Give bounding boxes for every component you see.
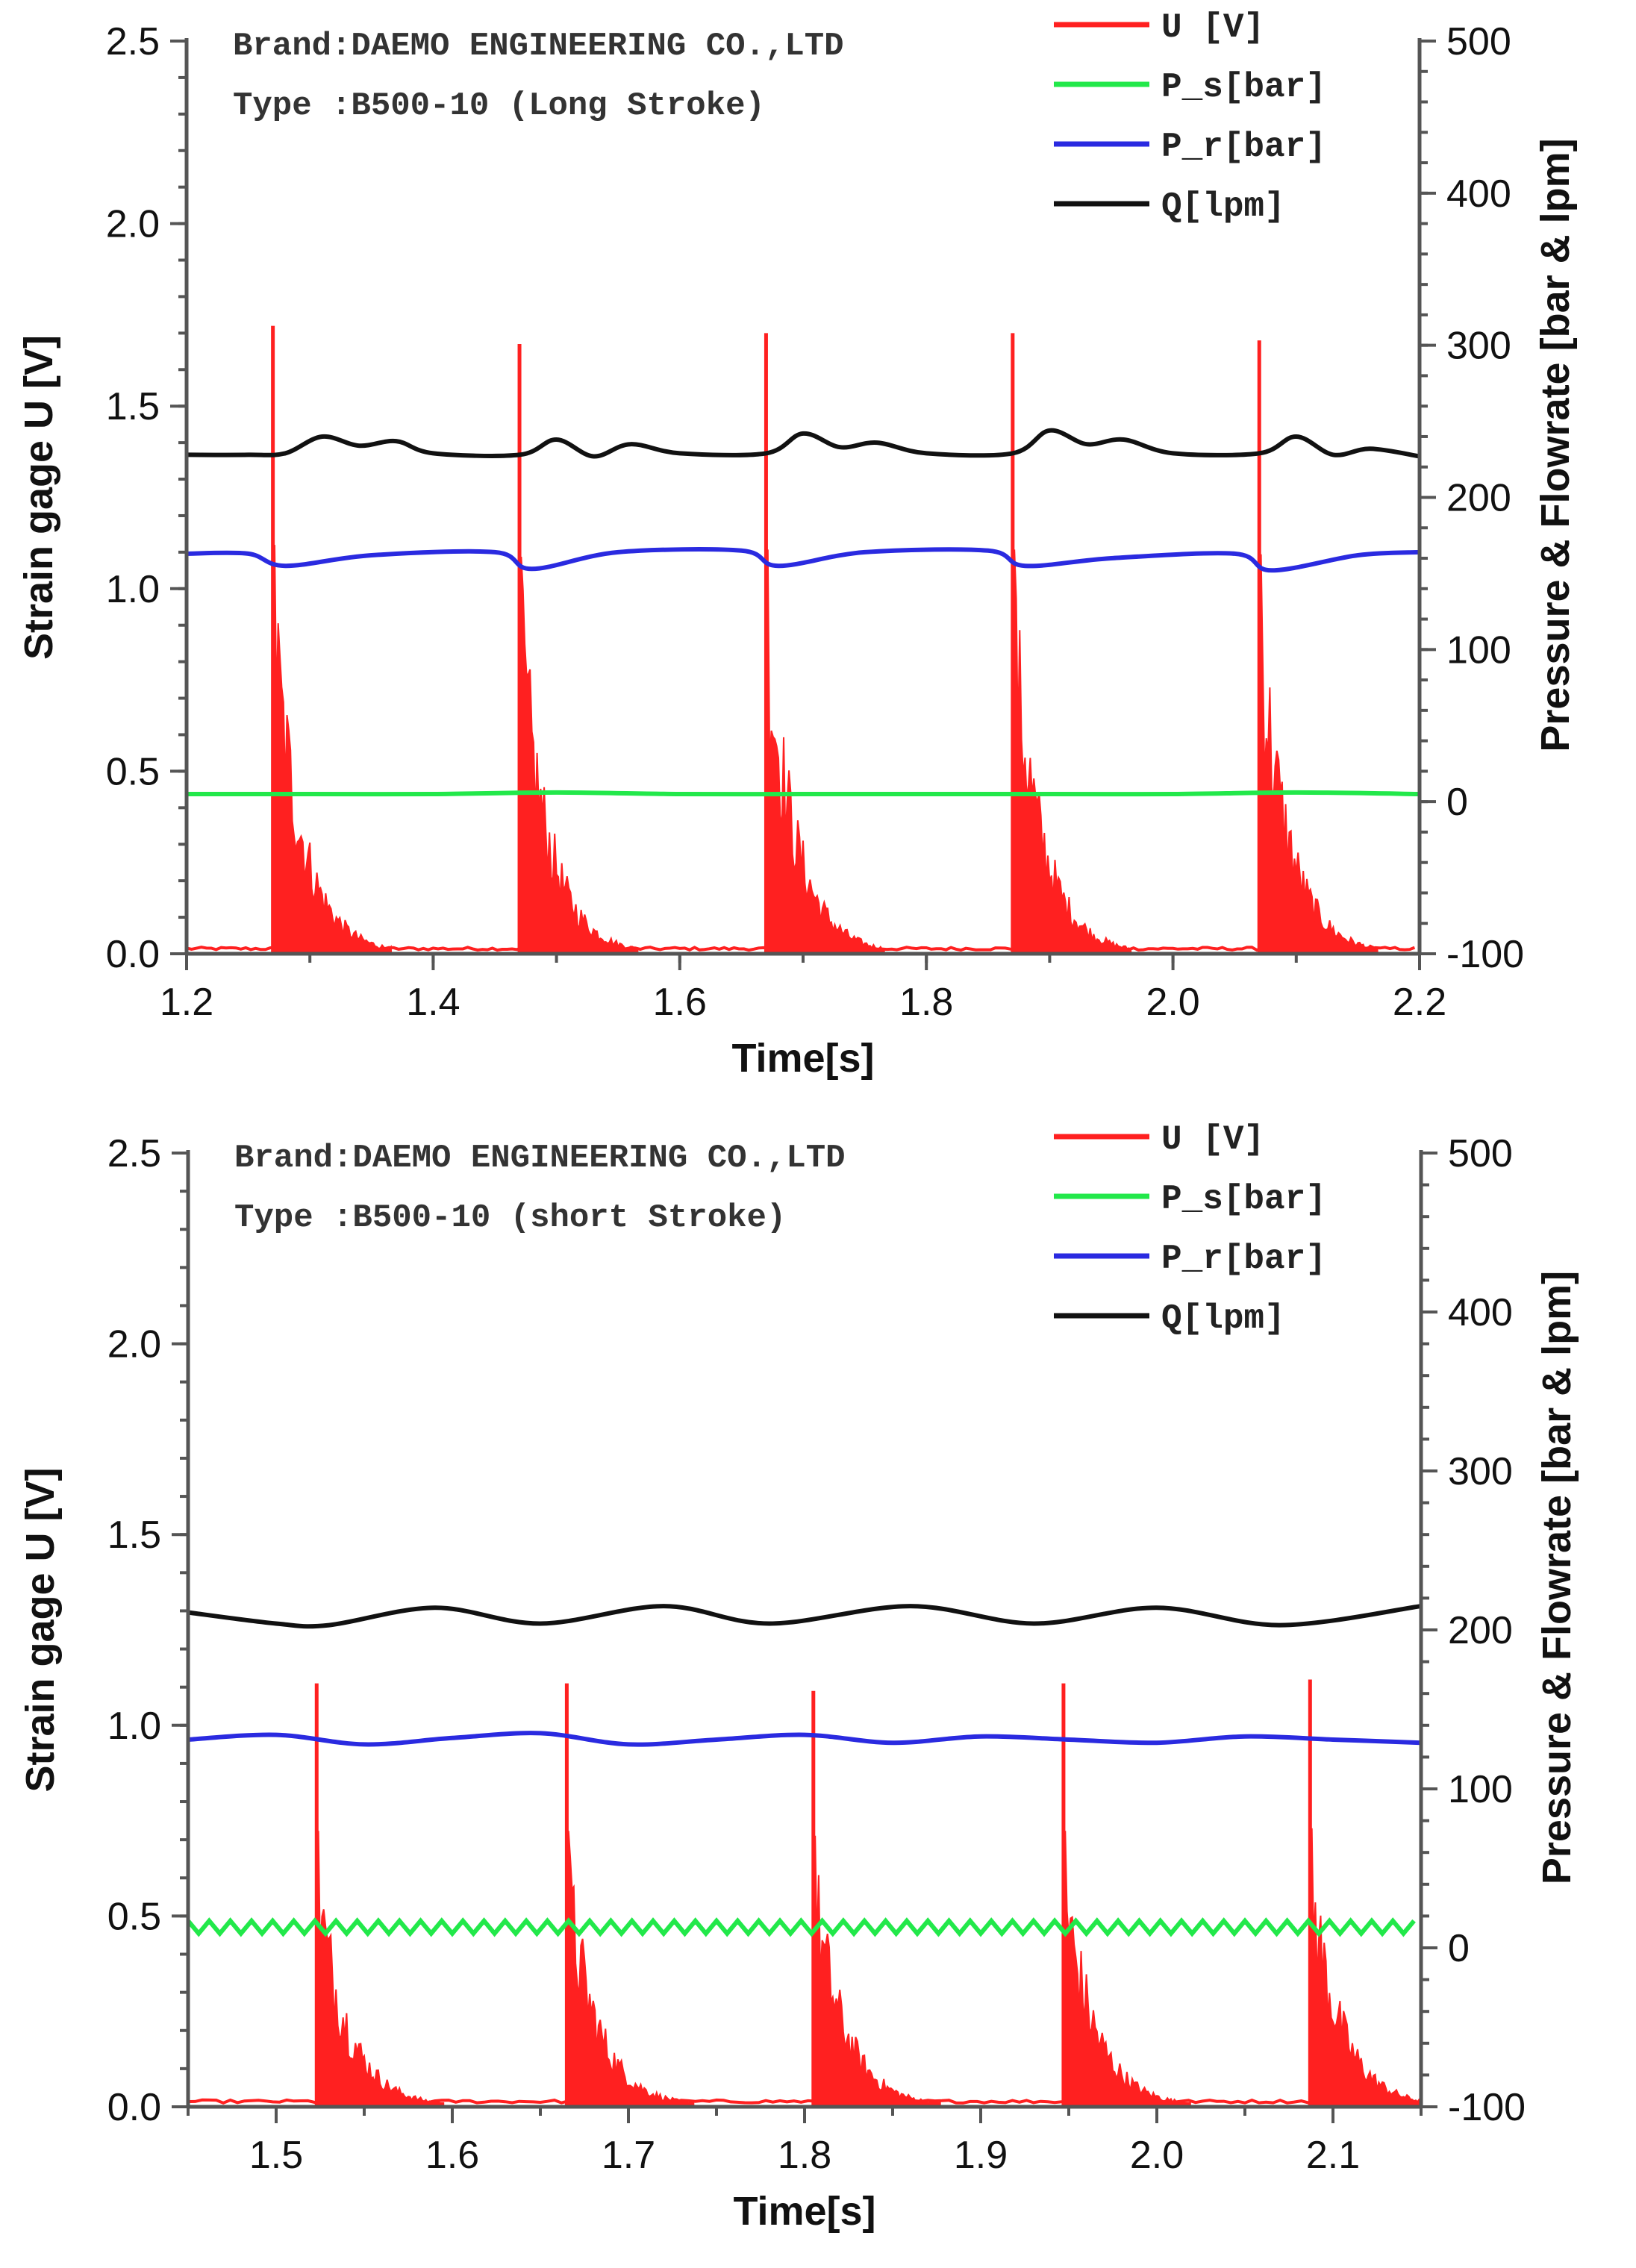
y-tick-label-right: 300 bbox=[1446, 325, 1511, 368]
u-pulse bbox=[564, 1683, 695, 2108]
series-p-r bbox=[187, 547, 1420, 573]
y-tick-label-left: 2.0 bbox=[106, 203, 160, 246]
y-tick-label-right: 0 bbox=[1448, 1927, 1470, 1970]
x-tick-label: 2.0 bbox=[1130, 2134, 1184, 2177]
x-tick-label: 2.2 bbox=[1393, 981, 1446, 1024]
series-p-r bbox=[188, 1731, 1421, 1747]
u-pulse-body bbox=[1258, 554, 1379, 955]
axes: 1.5 1.6 1.7 1.8 1.9 2.0 2.1 0.0 0.5 1.0 1.5 2.0 2.5 -… bbox=[18, 1132, 1579, 2234]
y-axis-title-right: Pressure & Flowrate [bar & lpm] bbox=[1534, 1271, 1579, 1884]
plot-area bbox=[187, 325, 1420, 955]
x-axis-title: Time[s] bbox=[733, 2189, 875, 2234]
x-tick-label: 1.2 bbox=[160, 981, 213, 1024]
u-pulse bbox=[1257, 340, 1379, 955]
x-tick-label: 1.9 bbox=[954, 2134, 1008, 2177]
x-tick-label: 1.5 bbox=[249, 2134, 303, 2177]
y-axis-title-right: Pressure & Flowrate [bar & lpm] bbox=[1533, 138, 1578, 752]
series-p-s bbox=[187, 790, 1420, 797]
u-pulse-body bbox=[1062, 1831, 1191, 2108]
y-tick-label-right: 100 bbox=[1448, 1768, 1513, 1811]
y-tick-label-left: 2.5 bbox=[106, 20, 160, 63]
legend-label: P_s[bar] bbox=[1161, 68, 1326, 107]
y-tick-label-left: 0.5 bbox=[106, 750, 160, 793]
u-pulse bbox=[764, 333, 886, 955]
u-pulse bbox=[1061, 1683, 1191, 2108]
u-pulse-body bbox=[272, 545, 393, 955]
y-tick-label-right: 400 bbox=[1446, 172, 1511, 216]
u-pulse-body bbox=[765, 549, 886, 955]
x-tick-label: 1.6 bbox=[653, 981, 707, 1024]
legend: U [V] P_s[bar] P_r[bar] Q[lpm] bbox=[1054, 1120, 1326, 1338]
y-tick-label-left: 1.5 bbox=[106, 385, 160, 428]
u-pulse bbox=[517, 344, 639, 955]
u-pulse-body bbox=[566, 1831, 695, 2108]
legend-label: U [V] bbox=[1161, 8, 1264, 47]
u-pulse bbox=[1011, 333, 1132, 955]
axes: 1.2 1.4 1.6 1.8 2.0 2.2 0.0 0.5 1.0 1.5 2.0 2.5 -100… bbox=[16, 20, 1578, 1081]
y-tick-label-left: 2.0 bbox=[107, 1323, 161, 1366]
u-pulse-body bbox=[519, 557, 639, 955]
y-tick-label-left: 1.5 bbox=[107, 1513, 161, 1557]
y-tick-label-right: 300 bbox=[1448, 1450, 1513, 1493]
y-tick-label-right: -100 bbox=[1448, 2086, 1526, 2129]
legend-label: U [V] bbox=[1161, 1120, 1264, 1159]
legend-label: P_s[bar] bbox=[1161, 1180, 1326, 1219]
x-tick-label: 1.7 bbox=[602, 2134, 655, 2177]
chart-annotation: Brand:DAEMO ENGINEERING CO.,LTD bbox=[234, 1140, 846, 1177]
y-tick-label-right: 200 bbox=[1446, 477, 1511, 520]
x-axis-title: Time[s] bbox=[731, 1036, 874, 1081]
x-tick-label: 1.4 bbox=[406, 981, 460, 1024]
u-pulse-body bbox=[1011, 549, 1132, 955]
series-u-volts bbox=[188, 1679, 1421, 2108]
u-pulse-body bbox=[812, 1835, 941, 2108]
plot-area bbox=[188, 1604, 1421, 2108]
y-tick-label-left: 0.0 bbox=[107, 2086, 161, 2129]
chart-panel-2: 1.5 1.6 1.7 1.8 1.9 2.0 2.1 0.0 0.5 1.0 1.5 2.0 2.5 -… bbox=[18, 1120, 1579, 2234]
y-tick-label-right: 400 bbox=[1448, 1291, 1513, 1334]
x-tick-label: 1.8 bbox=[778, 2134, 831, 2177]
y-tick-label-left: 0.5 bbox=[107, 1895, 161, 1938]
y-tick-label-left: 0.0 bbox=[106, 933, 160, 976]
y-axis-title-left: Strain gage U [V] bbox=[16, 335, 61, 660]
chart-annotation: Brand:DAEMO ENGINEERING CO.,LTD bbox=[233, 28, 844, 65]
series-q-lpm bbox=[187, 428, 1420, 459]
u-pulse bbox=[811, 1690, 941, 2108]
chart-annotation: Type :B500-10 (short Stroke) bbox=[234, 1199, 786, 1237]
u-pulse-body bbox=[1309, 1828, 1421, 2108]
legend-label: Q[lpm] bbox=[1161, 1299, 1285, 1338]
legend-label: P_r[bar] bbox=[1161, 128, 1326, 166]
y-tick-label-right: 200 bbox=[1448, 1609, 1513, 1652]
y-tick-label-left: 2.5 bbox=[107, 1132, 161, 1175]
y-tick-label-right: 500 bbox=[1446, 20, 1511, 63]
y-tick-label-left: 1.0 bbox=[107, 1705, 161, 1748]
chart-panel-1: 1.2 1.4 1.6 1.8 2.0 2.2 0.0 0.5 1.0 1.5 2.0 2.5 -100… bbox=[16, 8, 1578, 1081]
y-axis-title-left: Strain gage U [V] bbox=[18, 1467, 63, 1792]
y-tick-label-right: 500 bbox=[1448, 1132, 1513, 1175]
series-u-volts bbox=[187, 325, 1416, 955]
legend-label: P_r[bar] bbox=[1161, 1240, 1326, 1278]
series-p-s bbox=[188, 1917, 1416, 1937]
y-tick-label-right: -100 bbox=[1446, 933, 1524, 976]
x-tick-label: 2.0 bbox=[1146, 981, 1199, 1024]
series-q-lpm bbox=[188, 1604, 1421, 1629]
u-pulse bbox=[271, 325, 393, 955]
x-tick-label: 1.6 bbox=[425, 2134, 479, 2177]
u-pulse bbox=[1308, 1679, 1421, 2108]
chart-annotation: Type :B500-10 (Long Stroke) bbox=[233, 87, 765, 125]
y-tick-label-right: 100 bbox=[1446, 628, 1511, 672]
y-tick-label-right: 0 bbox=[1446, 781, 1468, 824]
legend: U [V] P_s[bar] P_r[bar] Q[lpm] bbox=[1054, 8, 1326, 226]
y-tick-label-left: 1.0 bbox=[106, 568, 160, 611]
legend-label: Q[lpm] bbox=[1161, 187, 1285, 226]
x-tick-label: 1.8 bbox=[899, 981, 953, 1024]
u-pulse-body bbox=[316, 1831, 445, 2108]
u-pulse bbox=[314, 1683, 445, 2108]
x-tick-label: 2.1 bbox=[1306, 2134, 1360, 2177]
